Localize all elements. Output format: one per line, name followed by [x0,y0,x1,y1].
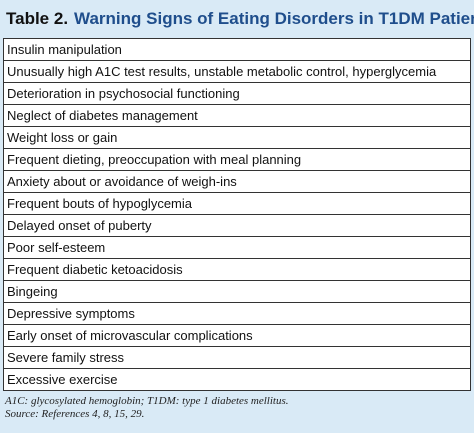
table-label: Table 2. [6,9,69,28]
table-row: Weight loss or gain [4,127,470,149]
table-row: Unusually high A1C test results, unstabl… [4,61,470,83]
table-row: Frequent diabetic ketoacidosis [4,259,470,281]
table-row: Delayed onset of puberty [4,215,470,237]
table-row: Severe family stress [4,347,470,369]
table: Insulin manipulation Unusually high A1C t… [3,38,471,391]
footnote: A1C: glycosylated hemoglobin; T1DM: type… [0,391,474,421]
table-row: Frequent dieting, preoccupation with mea… [4,149,470,171]
footnote-line: A1C: glycosylated hemoglobin; T1DM: type… [5,395,289,407]
table-row: Depressive symptoms [4,303,470,325]
table-row: Frequent bouts of hypoglycemia [4,193,470,215]
footnote-line: Source: References 4, 8, 15, 29. [5,408,145,420]
table-row: Insulin manipulation [4,39,470,61]
table-row: Neglect of diabetes management [4,105,470,127]
table-row: Anxiety about or avoidance of weigh-ins [4,171,470,193]
table-row: Deterioration in psychosocial functionin… [4,83,470,105]
table-row: Excessive exercise [4,369,470,391]
table-row: Early onset of microvascular complicatio… [4,325,470,347]
table-row: Poor self-esteem [4,237,470,259]
table-row: Bingeing [4,281,470,303]
table-header: Table 2. Warning Signs of Eating Disorde… [0,0,474,38]
table-title: Warning Signs of Eating Disorders in T1D… [74,9,474,28]
